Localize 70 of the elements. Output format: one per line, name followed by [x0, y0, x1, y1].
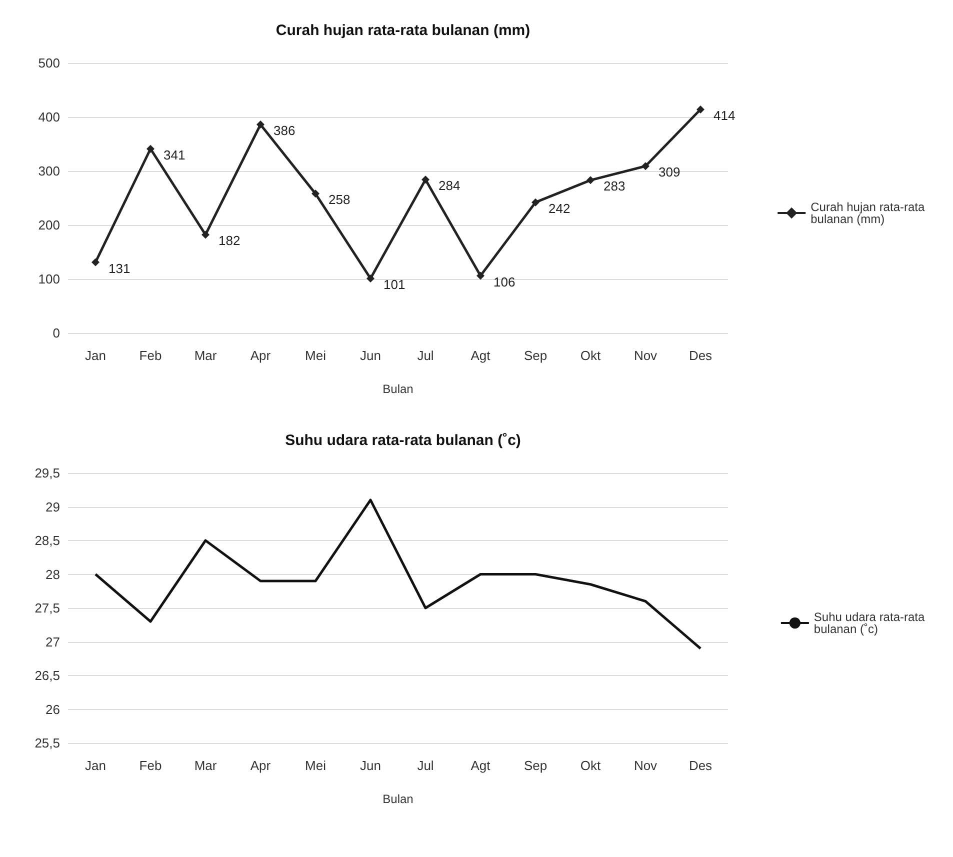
x-tick-label: Agt [470, 348, 491, 363]
data-label: 386 [274, 123, 296, 138]
x-tick-label: Sep [524, 758, 548, 773]
x-tick-label: Jul [417, 758, 434, 773]
data-label: 182 [218, 233, 240, 248]
point [256, 120, 264, 129]
chart-title: Suhu udara rata-rata bulanan (˚c) [285, 432, 521, 449]
data-label: 258 [328, 192, 350, 208]
x-tick-label: Mar [194, 758, 218, 773]
point [642, 162, 650, 170]
point [586, 176, 594, 184]
data-label: 106 [494, 274, 516, 290]
x-tick-label: Apr [250, 758, 272, 773]
legend-label: Curah hujan rata-rata bulanan (mm) [810, 200, 928, 226]
y-tick-label: 200 [38, 218, 60, 232]
x-tick-label: Jan [85, 348, 106, 363]
data-label: 101 [384, 276, 406, 292]
x-tick-label: Apr [250, 348, 272, 363]
y-tick-label: 28 [46, 566, 60, 582]
point [146, 144, 154, 153]
x-tick-label: Jun [360, 758, 381, 773]
x-tick-label: Nov [634, 348, 658, 363]
point [366, 274, 374, 282]
x-tick-label: Jul [417, 348, 434, 363]
x-tick-label: Agt [470, 758, 491, 773]
x-tick-label: Okt [580, 758, 601, 773]
x-axis-title: Bulan [382, 382, 414, 396]
y-tick-label: 26,5 [34, 668, 60, 683]
x-tick-label: Okt [580, 348, 601, 363]
point [476, 272, 484, 280]
x-tick-label: Feb [139, 348, 162, 363]
y-tick-label: 27 [46, 634, 60, 650]
x-tick-label: Jan [85, 758, 106, 773]
point [532, 198, 540, 206]
x-axis-title: Bulan [382, 792, 414, 806]
legend-label: Suhu udara rata-rata bulanan (˚c) [814, 610, 928, 636]
y-tick-label: 0 [52, 326, 60, 340]
data-label: 341 [164, 147, 186, 162]
x-tick-label: Des [688, 758, 713, 773]
chart-title: Curah hujan rata-rata bulanan (mm) [276, 22, 530, 39]
y-tick-label: 300 [38, 164, 60, 178]
y-tick-label: 500 [38, 56, 60, 70]
x-tick-label: Sep [524, 348, 548, 363]
data-label: 284 [438, 178, 460, 194]
x-tick-label: Jun [360, 348, 381, 363]
y-tick-label: 400 [38, 110, 60, 124]
y-tick-label: 26 [46, 702, 60, 717]
point [422, 176, 430, 184]
y-tick-label: 100 [38, 272, 60, 286]
x-tick-label: Mei [305, 758, 326, 773]
y-tick-label: 29,5 [34, 466, 60, 480]
x-tick-label: Nov [634, 758, 658, 773]
y-tick-label: 27,5 [34, 600, 60, 616]
x-tick-label: Des [688, 348, 713, 363]
x-tick-label: Feb [139, 758, 162, 773]
data-label: 283 [604, 178, 626, 194]
point [312, 190, 320, 198]
point [92, 258, 100, 266]
data-label: 309 [658, 164, 680, 180]
point [202, 230, 210, 239]
point [696, 105, 704, 114]
data-label: 242 [548, 200, 570, 216]
x-tick-label: Mar [194, 348, 218, 363]
y-tick-label: 29 [46, 499, 60, 514]
y-tick-label: 28,5 [34, 533, 60, 548]
line-series [94, 498, 702, 650]
data-label: 414 [714, 108, 736, 123]
x-tick-label: Mei [305, 348, 326, 363]
y-tick-label: 25,5 [34, 736, 60, 750]
data-label: 131 [108, 260, 130, 276]
